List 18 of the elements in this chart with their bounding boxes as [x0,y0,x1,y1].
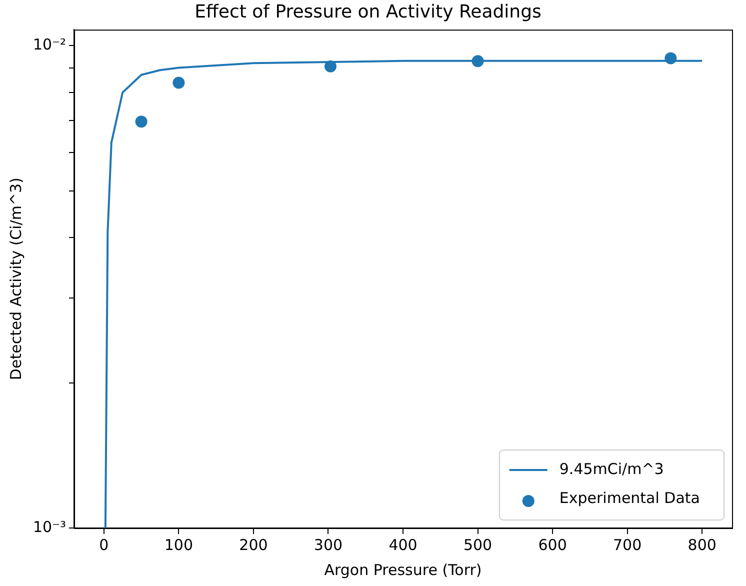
x-tick-label: 400 [388,536,418,554]
y-axis-title: Detected Activity (Ci/m^3) [6,178,25,380]
y-tick-label: 10⁻³ [32,518,66,536]
x-tick-label: 0 [99,536,109,554]
x-axis-title: Argon Pressure (Torr) [324,560,482,579]
x-tick-label: 300 [314,536,343,554]
point [172,76,185,89]
legend-label: Experimental Data [559,488,700,507]
x-tick-label: 200 [239,536,268,554]
x-tick-label: 100 [164,536,194,554]
x-tick-label: 500 [463,536,492,554]
chart-title: Effect of Pressure on Activity Readings [194,1,542,22]
x-tick-label: 700 [613,536,642,554]
point [135,116,148,128]
y-tick-label: 10⁻² [32,36,66,54]
legend-label: 9.45mCi/m^3 [559,460,664,478]
x-tick-label: 800 [688,536,716,554]
x-tick-label: 600 [538,536,567,554]
